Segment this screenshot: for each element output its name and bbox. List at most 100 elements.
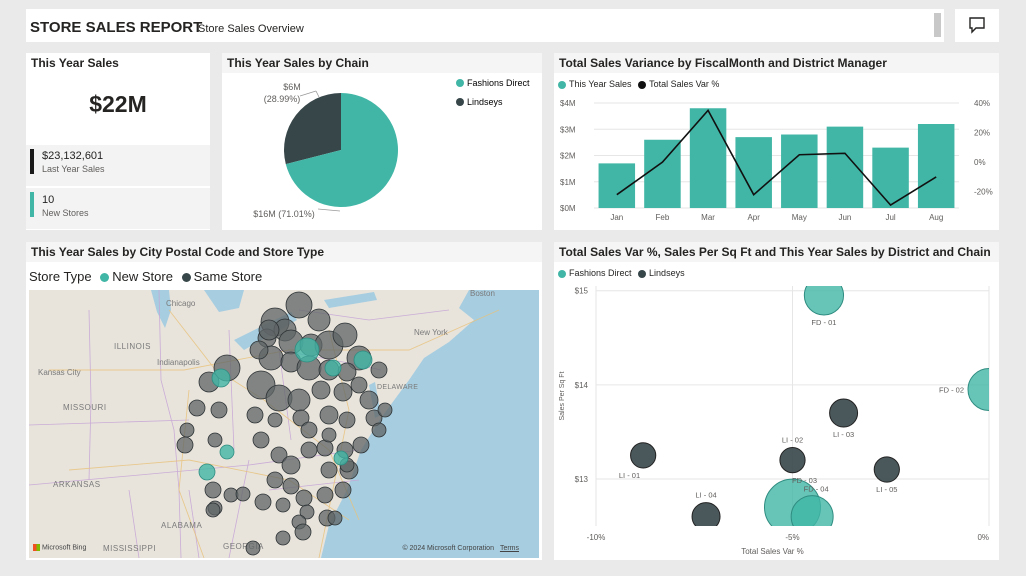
- map-label-kansas-city: Kansas City: [38, 368, 81, 377]
- scatter-point-li-02[interactable]: [779, 447, 806, 474]
- map-bubble-same-store[interactable]: [266, 471, 284, 489]
- x-tick-label: May: [792, 213, 807, 222]
- map-bubble-same-store[interactable]: [294, 523, 312, 541]
- pie-chart-panel[interactable]: This Year Sales by Chain $6M (28.99%) $1…: [222, 53, 542, 230]
- map-bubble-same-store[interactable]: [327, 510, 343, 526]
- map-bubble-same-store[interactable]: [245, 540, 261, 556]
- map-bubble-new-store[interactable]: [294, 337, 320, 363]
- map-bubble-same-store[interactable]: [352, 436, 370, 454]
- scatter-data-label: LI - 04: [695, 491, 716, 500]
- card-this-year-sales[interactable]: This Year Sales $22M $23,132,601 Last Ye…: [26, 53, 210, 230]
- map-bubble-same-store[interactable]: [204, 481, 222, 499]
- map-bubble-new-store[interactable]: [353, 350, 373, 370]
- map-bubble-same-store[interactable]: [307, 308, 331, 332]
- bar-jul[interactable]: [872, 147, 909, 208]
- map-bubble-same-store[interactable]: [377, 402, 393, 418]
- bar-feb[interactable]: [644, 139, 681, 208]
- map-bubble-same-store[interactable]: [320, 461, 338, 479]
- map-panel[interactable]: This Year Sales by City Postal Code and …: [26, 242, 542, 560]
- bar-may[interactable]: [781, 134, 818, 209]
- map-bubble-same-store[interactable]: [235, 486, 251, 502]
- scatter-panel[interactable]: Total Sales Var %, Sales Per Sq Ft and T…: [554, 242, 999, 560]
- line-total-sales-var[interactable]: [616, 109, 937, 207]
- map-bubble-same-store[interactable]: [295, 489, 313, 507]
- map-bubble-same-store[interactable]: [316, 439, 334, 457]
- map-bubble-same-store[interactable]: [371, 422, 387, 438]
- map-bubble-same-store[interactable]: [319, 405, 339, 425]
- lake-ontario: [324, 292, 377, 308]
- map-legend-same-store[interactable]: Same Store: [193, 269, 263, 284]
- map-bubble-same-store[interactable]: [282, 477, 300, 495]
- map-bubble-new-store[interactable]: [333, 450, 349, 466]
- scatter-point-fd-02[interactable]: [967, 368, 999, 412]
- pie-slice-fashions-direct[interactable]: [285, 93, 398, 207]
- map-bubble-same-store[interactable]: [246, 406, 264, 424]
- map-bubble-same-store[interactable]: [285, 291, 313, 319]
- legend-fashions-direct[interactable]: Fashions Direct: [467, 78, 530, 88]
- map-bubble-same-store[interactable]: [254, 493, 272, 511]
- map-label-arkansas: ARKANSAS: [53, 480, 101, 489]
- kpi-new-stores-value: 10: [42, 194, 55, 206]
- map-bubble-new-store[interactable]: [198, 463, 216, 481]
- legend-total-sales-var[interactable]: Total Sales Var %: [649, 79, 720, 89]
- scatter-point-fd-01[interactable]: [803, 276, 845, 316]
- scatter-chart[interactable]: -10% -5% 0% $15 $14 $13 Total Sales Var % Sales…: [554, 242, 999, 560]
- map-canvas[interactable]: Chicago ILLINOIS Indianapolis Kansas Cit…: [29, 290, 539, 558]
- scatter-point-li-03[interactable]: [829, 398, 859, 428]
- map-bubble-same-store[interactable]: [334, 481, 352, 499]
- legend-fashions-direct-scatter[interactable]: Fashions Direct: [569, 268, 632, 278]
- combo-chart[interactable]: $0M $1M $2M $3M $4M 40% 20% 0% -20% Jan Feb Mar Apr M…: [554, 53, 999, 230]
- map-bubble-same-store[interactable]: [333, 382, 353, 402]
- map-bubble-same-store[interactable]: [267, 412, 283, 428]
- map-bubble-same-store[interactable]: [176, 436, 194, 454]
- map-terms-link[interactable]: Terms: [499, 545, 519, 552]
- map-bubble-same-store[interactable]: [332, 322, 358, 348]
- bing-logo-icon: [33, 543, 40, 551]
- scatter-point-li-01[interactable]: [630, 442, 657, 469]
- pie-chart[interactable]: $6M (28.99%) $16M (71.01%) Fashions Dire…: [222, 53, 542, 230]
- scatter-point-li-05[interactable]: [873, 456, 900, 483]
- map-bubble-same-store[interactable]: [270, 446, 288, 464]
- map-bubble-same-store[interactable]: [287, 388, 311, 412]
- pie-slice-lindseys[interactable]: [284, 93, 341, 165]
- combo-chart-panel[interactable]: Total Sales Variance by FiscalMonth and …: [554, 53, 999, 230]
- map-bubble-new-store[interactable]: [219, 444, 235, 460]
- comment-button[interactable]: [955, 9, 999, 42]
- header-scrollbar[interactable]: [934, 13, 941, 37]
- legend-lindseys-scatter[interactable]: Lindseys: [649, 268, 685, 278]
- map-bubble-same-store[interactable]: [299, 504, 315, 520]
- legend-lindseys[interactable]: Lindseys: [467, 97, 503, 107]
- map-bubble-same-store[interactable]: [300, 421, 318, 439]
- map-bubble-same-store[interactable]: [316, 486, 334, 504]
- map-bubble-same-store[interactable]: [311, 380, 331, 400]
- map-bubble-same-store[interactable]: [188, 399, 206, 417]
- map-bubble-same-store[interactable]: [321, 427, 337, 443]
- scatter-point-fd-04[interactable]: [790, 495, 834, 538]
- map-bubble-same-store[interactable]: [370, 361, 388, 379]
- scatter-point-li-04[interactable]: [691, 502, 721, 531]
- bar-aug[interactable]: [917, 124, 955, 208]
- map-bubble-same-store[interactable]: [179, 422, 195, 438]
- map-bubble-same-store[interactable]: [210, 401, 228, 419]
- map-bubble-same-store[interactable]: [300, 441, 318, 459]
- legend-this-year-sales[interactable]: This Year Sales: [569, 79, 632, 89]
- x-tick-label: 0%: [977, 533, 989, 542]
- map-bubble-same-store[interactable]: [338, 411, 356, 429]
- map-bubble-new-store[interactable]: [211, 368, 231, 388]
- map-bubble-same-store[interactable]: [275, 530, 291, 546]
- map-bubble-same-store[interactable]: [350, 376, 368, 394]
- map-bubble-same-store[interactable]: [292, 409, 310, 427]
- map-legend-new-store[interactable]: New Store: [112, 269, 173, 284]
- report-title: STORE SALES REPORT: [30, 19, 203, 36]
- map-bubble-same-store[interactable]: [258, 319, 280, 341]
- map-bubble-new-store[interactable]: [324, 359, 342, 377]
- map-bubble-same-store[interactable]: [205, 502, 221, 518]
- map-bubble-same-store[interactable]: [207, 432, 223, 448]
- bar-mar[interactable]: [689, 108, 727, 208]
- map-bubble-same-store[interactable]: [281, 455, 301, 475]
- map-bubble-same-store[interactable]: [275, 497, 291, 513]
- map-bubble-same-store[interactable]: [359, 390, 379, 410]
- map-bubble-same-store[interactable]: [249, 340, 269, 360]
- map-bubbles[interactable]: [176, 291, 393, 556]
- map-bubble-same-store[interactable]: [252, 431, 270, 449]
